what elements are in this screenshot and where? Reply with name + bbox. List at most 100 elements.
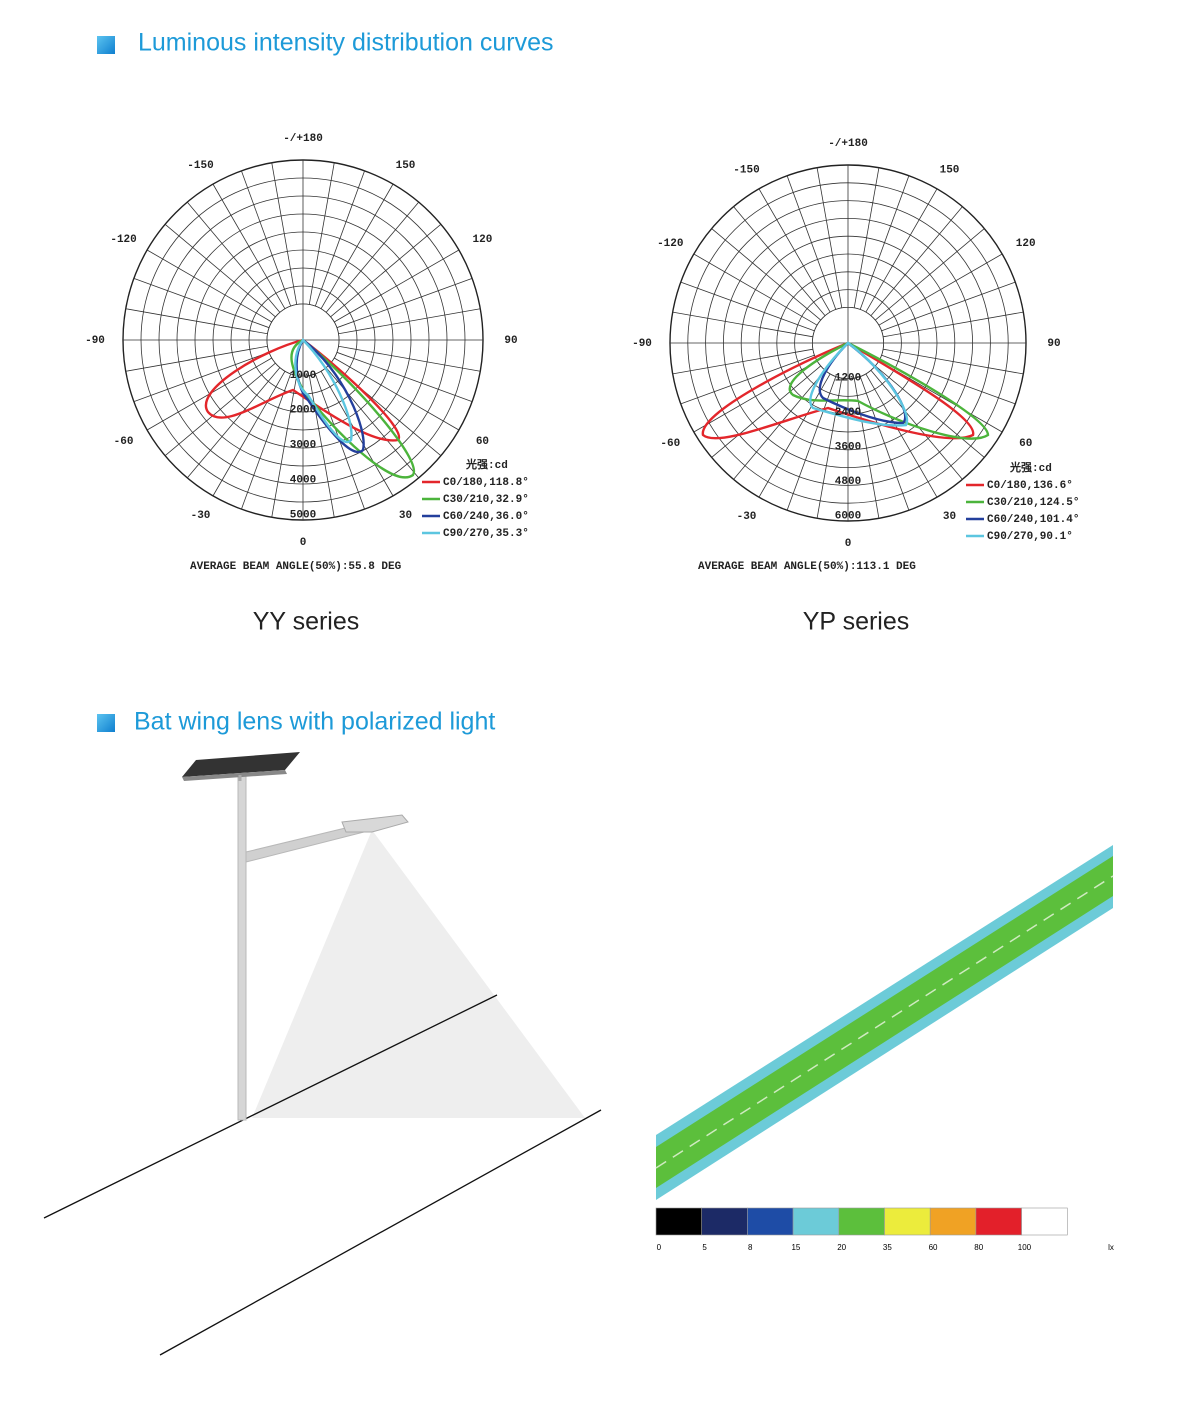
angle-label: 30 — [943, 511, 956, 523]
legend-label: C0/180,118.8° — [443, 477, 529, 489]
legend-label: C90/270,90.1° — [987, 531, 1073, 543]
angle-label: -30 — [191, 510, 211, 522]
polar-spoke — [164, 362, 276, 457]
polar-spoke — [672, 348, 814, 375]
angle-label: -60 — [660, 438, 680, 450]
intensity-curve — [788, 341, 990, 440]
angle-label: 0 — [300, 537, 307, 549]
radial-label: 1200 — [835, 372, 861, 384]
radial-label: 5000 — [290, 510, 316, 522]
polar-spoke — [878, 253, 1003, 326]
polar-spoke — [859, 376, 910, 511]
legend-label: C0/180,136.6° — [987, 480, 1073, 492]
intensity-curve — [294, 338, 353, 444]
polar-spoke — [680, 281, 815, 332]
polar-chart: -/+180 -150 150 -120 120 -90 90 -60 60 -30 30 0 1000… — [85, 133, 529, 636]
chart-caption: YP series — [803, 608, 910, 636]
street-light-illustration — [43, 752, 602, 1356]
angle-label: -90 — [632, 338, 652, 350]
polar-spoke — [786, 376, 837, 511]
polar-spoke — [271, 375, 298, 518]
polar-spoke — [875, 228, 985, 321]
angle-label: 90 — [1047, 338, 1060, 350]
angle-label: -60 — [114, 436, 134, 448]
polar-spoke — [870, 370, 963, 480]
angle-label: 150 — [396, 160, 416, 172]
scale-label: 8 — [748, 1243, 753, 1252]
polar-spoke — [711, 228, 821, 321]
polar-spoke — [333, 357, 460, 431]
intensity-curve — [809, 341, 909, 427]
angle-label: -/+180 — [283, 133, 323, 145]
scale-swatch — [838, 1207, 885, 1236]
polar-spoke — [881, 354, 1016, 405]
legend-title: 光强:cd — [465, 457, 508, 472]
polar-spoke — [875, 365, 985, 458]
polar-spoke — [325, 201, 420, 313]
angle-label: 0 — [845, 538, 852, 550]
polar-spoke — [733, 206, 826, 316]
bullet — [97, 714, 115, 732]
polar-spoke — [882, 311, 1024, 338]
polar-spoke — [870, 206, 963, 316]
polar-spoke — [336, 278, 473, 329]
angle-label: 60 — [1019, 438, 1032, 450]
angle-label: 60 — [476, 436, 489, 448]
scale-label: 5 — [702, 1243, 707, 1252]
polar-spoke — [816, 167, 843, 309]
scale-swatch — [884, 1207, 931, 1236]
polar-spoke — [320, 370, 394, 497]
polar-spoke — [308, 162, 335, 305]
polar-spoke — [672, 311, 814, 338]
chart-caption: YY series — [253, 608, 360, 636]
polar-spoke — [693, 253, 818, 326]
scale-swatch — [929, 1207, 977, 1236]
angle-label: -120 — [110, 234, 136, 246]
polar-spoke — [164, 223, 276, 318]
polar-spoke — [186, 367, 281, 479]
angle-label: 90 — [504, 335, 517, 347]
beam-angle-note: AVERAGE BEAM ANGLE(50%):113.1 DEG — [698, 561, 916, 573]
polar-spoke — [338, 345, 481, 372]
polar-spoke — [758, 188, 831, 313]
scale-unit: lx — [1108, 1243, 1114, 1252]
polar-spoke — [125, 345, 268, 372]
angle-label: 30 — [399, 510, 412, 522]
radial-label: 3000 — [290, 440, 316, 452]
polar-spoke — [711, 365, 821, 458]
scale-swatch — [792, 1207, 840, 1236]
polar-spoke — [125, 308, 268, 335]
polar-spoke — [212, 370, 286, 497]
polar-spoke — [186, 201, 281, 313]
polar-spoke — [882, 348, 1024, 375]
polar-spoke — [333, 249, 460, 323]
angle-label: 150 — [940, 165, 960, 177]
angle-label: -150 — [733, 165, 759, 177]
polar-spoke — [680, 354, 815, 405]
angle-label: -90 — [85, 335, 105, 347]
polar-spoke — [336, 351, 473, 402]
intensity-curve — [204, 338, 401, 442]
bullet — [97, 36, 115, 54]
angle-label: 120 — [1016, 238, 1036, 250]
radial-label: 6000 — [835, 511, 861, 523]
angle-label: -120 — [657, 238, 683, 250]
polar-spoke — [241, 373, 292, 510]
radial-label: 4800 — [835, 476, 861, 488]
polar-chart: -/+180 -150 150 -120 120 -90 90 -60 60 -30 30 0 1200… — [632, 138, 1079, 636]
legend-label: C30/210,124.5° — [987, 497, 1079, 509]
angle-label: -30 — [737, 511, 757, 523]
polar-spoke — [146, 249, 273, 323]
radial-label: 3600 — [835, 442, 861, 454]
legend-label: C30/210,32.9° — [443, 494, 529, 506]
polar-spoke — [271, 162, 298, 305]
legend-title: 光强:cd — [1009, 460, 1052, 475]
polar-spoke — [330, 223, 442, 318]
scale-swatch — [655, 1207, 703, 1236]
polar-spoke — [320, 183, 394, 310]
polar-spoke — [865, 188, 938, 313]
polar-spoke — [853, 167, 880, 309]
scale-label: 20 — [837, 1243, 846, 1252]
angle-label: -150 — [187, 160, 213, 172]
